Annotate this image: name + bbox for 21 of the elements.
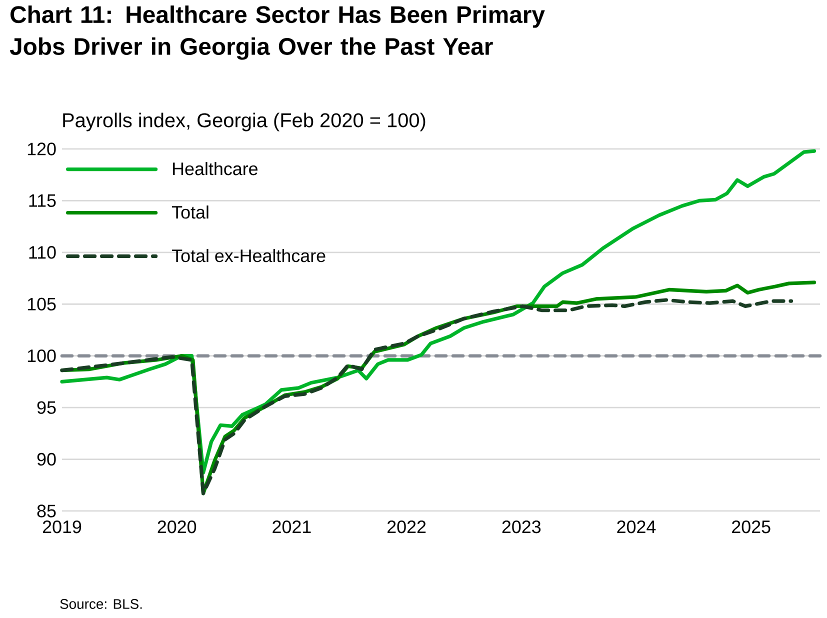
legend-label: Total (172, 206, 208, 219)
y-tick-label: 105 (28, 298, 56, 310)
x-tick-label: 2020 (158, 520, 196, 534)
chart-title: Chart 11: Healthcare Sector Has Been Primary Jobs Driver in Georgia Over the Past Year (10, 6, 545, 60)
legend-label: Total ex-Healthcare (172, 248, 326, 262)
y-tick-label: 90 (37, 452, 56, 466)
y-tick-label: 85 (37, 504, 56, 518)
y-tick-label: 95 (37, 401, 56, 414)
y-tick-label: 110 (29, 246, 56, 259)
y-tick-label: 120 (28, 142, 56, 156)
y-axis-title: Payrolls index, Georgia (Feb 2020 = 100) (63, 112, 426, 132)
source-note: Source: BLS. (60, 599, 142, 609)
y-tick-label: 115 (29, 194, 56, 207)
x-tick-label: 2023 (502, 520, 541, 534)
y-tick-label: 100 (28, 349, 56, 362)
x-tick-label: 2025 (732, 520, 770, 534)
x-tick-label: 2022 (388, 520, 426, 534)
x-tick-label: 2021 (272, 520, 311, 534)
x-tick-label: 2019 (42, 520, 82, 534)
x-tick-label: 2024 (617, 520, 656, 534)
legend-label: Healthcare (173, 162, 258, 176)
